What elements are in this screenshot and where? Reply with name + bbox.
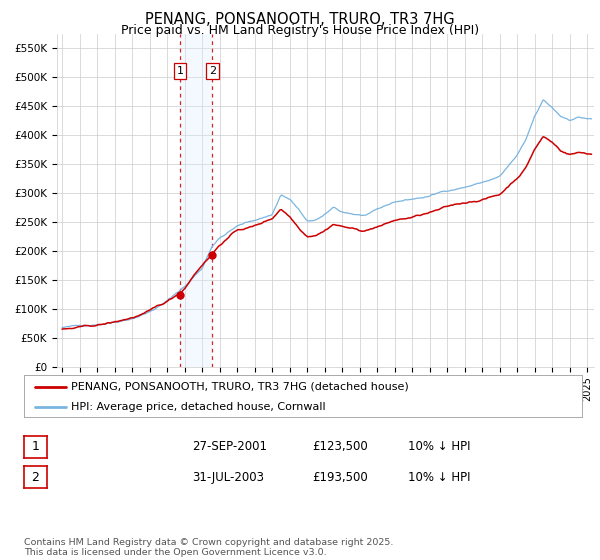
Text: £193,500: £193,500 (312, 470, 368, 484)
Text: 1: 1 (176, 66, 184, 76)
Text: 27-SEP-2001: 27-SEP-2001 (192, 440, 267, 454)
Text: Price paid vs. HM Land Registry's House Price Index (HPI): Price paid vs. HM Land Registry's House … (121, 24, 479, 37)
Text: £123,500: £123,500 (312, 440, 368, 454)
Text: 2: 2 (209, 66, 216, 76)
Text: 10% ↓ HPI: 10% ↓ HPI (408, 470, 470, 484)
Text: 10% ↓ HPI: 10% ↓ HPI (408, 440, 470, 454)
Text: 1: 1 (31, 440, 40, 454)
Text: 31-JUL-2003: 31-JUL-2003 (192, 470, 264, 484)
Text: HPI: Average price, detached house, Cornwall: HPI: Average price, detached house, Corn… (71, 402, 326, 412)
Bar (180, 34, 212, 367)
Text: PENANG, PONSANOOTH, TRURO, TR3 7HG (detached house): PENANG, PONSANOOTH, TRURO, TR3 7HG (deta… (71, 382, 409, 392)
Text: Contains HM Land Registry data © Crown copyright and database right 2025.
This d: Contains HM Land Registry data © Crown c… (24, 538, 394, 557)
Text: 2: 2 (31, 470, 40, 484)
Text: PENANG, PONSANOOTH, TRURO, TR3 7HG: PENANG, PONSANOOTH, TRURO, TR3 7HG (145, 12, 455, 27)
